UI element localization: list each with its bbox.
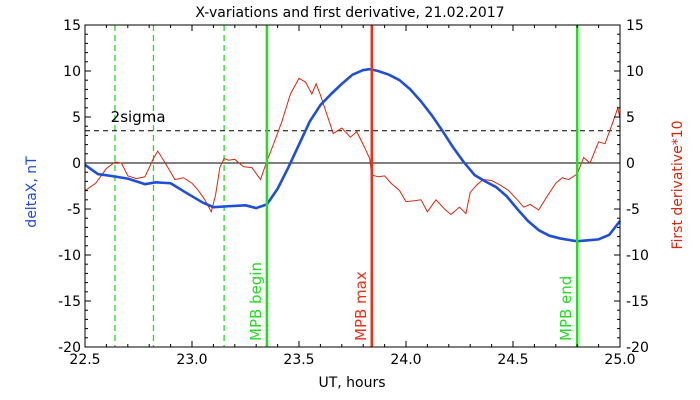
deltax-series-line: [84, 67, 622, 243]
mpb-end-label: MPB end: [557, 276, 575, 341]
derivative-series-line: [84, 77, 621, 216]
y-tick-label-right-1: 10: [626, 64, 644, 80]
mpb-max-label: MPB max: [352, 271, 370, 341]
y-tick-label-left-1: 10: [63, 64, 81, 80]
y-tick-label-left-0: 15: [63, 18, 81, 34]
y-tick-label-right-4: -5: [626, 202, 640, 218]
y-tick-label-left-5: -10: [58, 248, 81, 264]
y-tick-label-right-3: 0: [626, 156, 635, 172]
x-tick-label-1: 23.0: [176, 352, 207, 368]
x-tick-label-4: 24.5: [497, 352, 528, 368]
x-axis-title: UT, hours: [318, 375, 385, 391]
axis-ticks: 22.5 23.0 23.5 24.0 24.5 25.0 15 15 10 10 5 5 0 0 -5 -5…: [58, 18, 649, 368]
x-tick-label-2: 23.5: [283, 352, 314, 368]
y-tick-label-right-6: -15: [626, 294, 649, 310]
y-tick-label-right-0: 15: [626, 18, 644, 34]
chart-title: X-variations and first derivative, 21.02…: [195, 5, 504, 21]
x-tick-label-3: 24.0: [390, 352, 421, 368]
y-tick-label-right-5: -10: [626, 248, 649, 264]
y-tick-label-left-4: -5: [67, 202, 81, 218]
plot-frame: [84, 24, 621, 348]
y-tick-label-left-2: 5: [72, 110, 81, 126]
y-axis-right-title: First derivative*10: [670, 120, 686, 249]
x-tick-label-0: 22.5: [69, 352, 100, 368]
chart-marks: 2sigma MPB begin MPB max MPB end: [84, 25, 622, 347]
y-tick-label-right-7: -20: [626, 340, 649, 356]
y-tick-label-left-3: 0: [72, 156, 81, 172]
sigma-label: 2sigma: [111, 108, 166, 126]
x-tick-label-5: 25.0: [604, 352, 635, 368]
mpb-begin-label: MPB begin: [247, 262, 265, 341]
y-tick-label-right-2: 5: [626, 110, 635, 126]
y-tick-label-left-7: -20: [58, 340, 81, 356]
y-tick-label-left-6: -15: [58, 294, 81, 310]
y-axis-left-title: deltaX, nT: [24, 156, 40, 228]
